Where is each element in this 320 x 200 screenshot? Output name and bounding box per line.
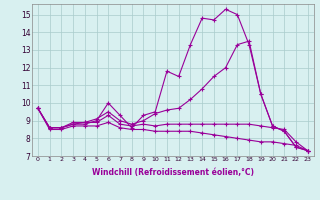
X-axis label: Windchill (Refroidissement éolien,°C): Windchill (Refroidissement éolien,°C): [92, 168, 254, 177]
